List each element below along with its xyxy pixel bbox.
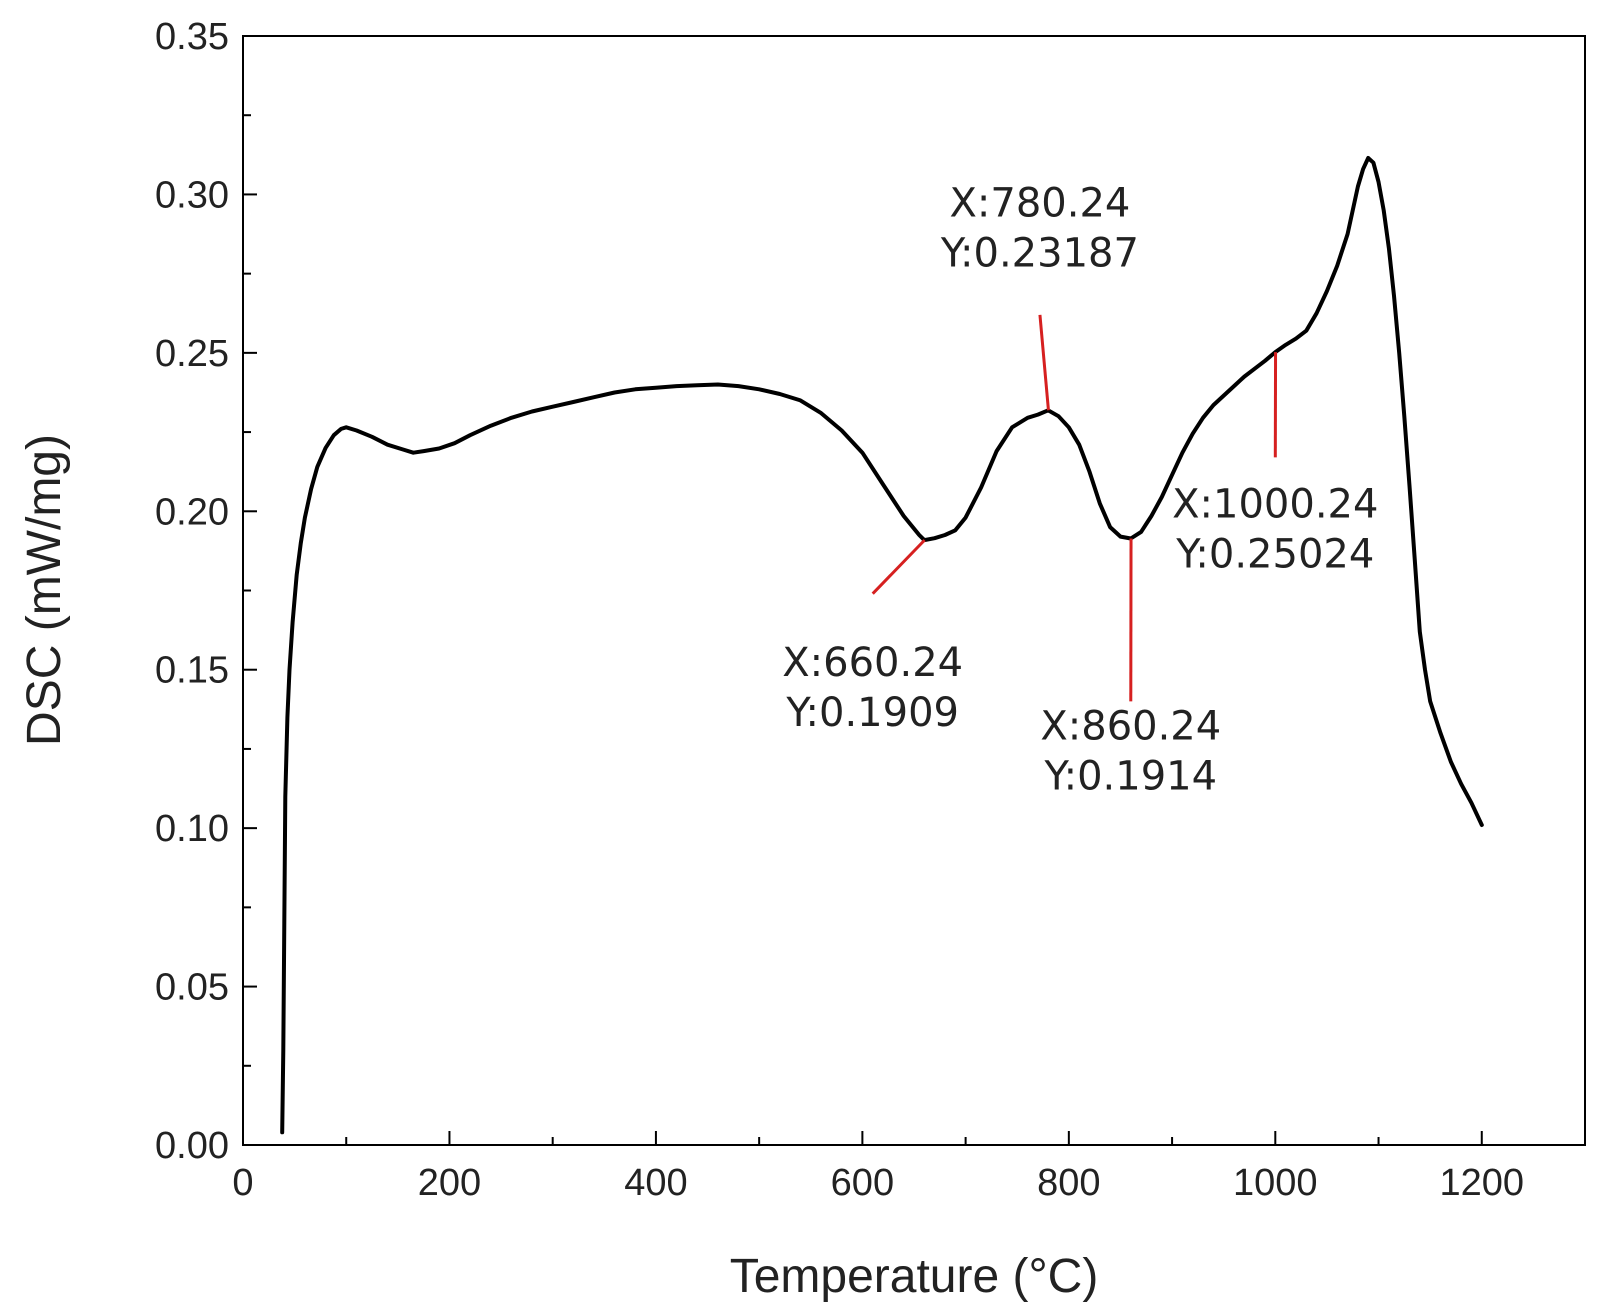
y-tick-label: 0.20: [155, 491, 229, 533]
y-tick-label: 0.25: [155, 333, 229, 375]
annotation-x-label: X:860.24: [1040, 703, 1221, 749]
y-tick-label: 0.15: [155, 650, 229, 692]
x-tick-label: 600: [831, 1162, 894, 1204]
x-tick-label: 1200: [1439, 1162, 1524, 1204]
y-tick-label: 0.35: [155, 16, 229, 58]
y-tick-label: 0.05: [155, 967, 229, 1009]
x-axis-ticks: 0 200 400 600 800 1000 1200: [232, 1131, 1586, 1204]
annotation-x-label: X:1000.24: [1172, 482, 1378, 528]
y-tick-label: 0.30: [155, 174, 229, 216]
annotation-x-label: X:660.24: [782, 640, 963, 686]
x-tick-label: 400: [624, 1162, 687, 1204]
annotation-y-label: Y:0.1909: [785, 690, 959, 736]
x-tick-label: 0: [232, 1162, 253, 1204]
y-axis-ticks: 0.00 0.05 0.10 0.15 0.20 0.25 0.30 0.35: [155, 16, 257, 1167]
annotation-y-label: Y:0.1914: [1044, 753, 1218, 799]
annotation-y-label: Y:0.25024: [1175, 532, 1374, 578]
annotations: X:660.24Y:0.1909 X:780.24Y:0.23187 X:860.2…: [782, 181, 1378, 800]
x-axis-title: Temperature (°C): [730, 1250, 1099, 1303]
x-tick-label: 1000: [1233, 1162, 1318, 1204]
annotation-leader-line: [871, 539, 926, 595]
y-tick-label: 0.00: [155, 1125, 229, 1167]
x-tick-label: 800: [1037, 1162, 1100, 1204]
dsc-curve: [280, 156, 1484, 1135]
annotation-y-label: Y:0.23187: [940, 231, 1139, 277]
x-tick-label: 200: [418, 1162, 481, 1204]
y-tick-label: 0.10: [155, 808, 229, 850]
annotation-x-label: X:780.24: [950, 181, 1131, 227]
annotation-leader-line: [1038, 314, 1050, 411]
y-axis-title: DSC (mW/mg): [18, 434, 71, 746]
